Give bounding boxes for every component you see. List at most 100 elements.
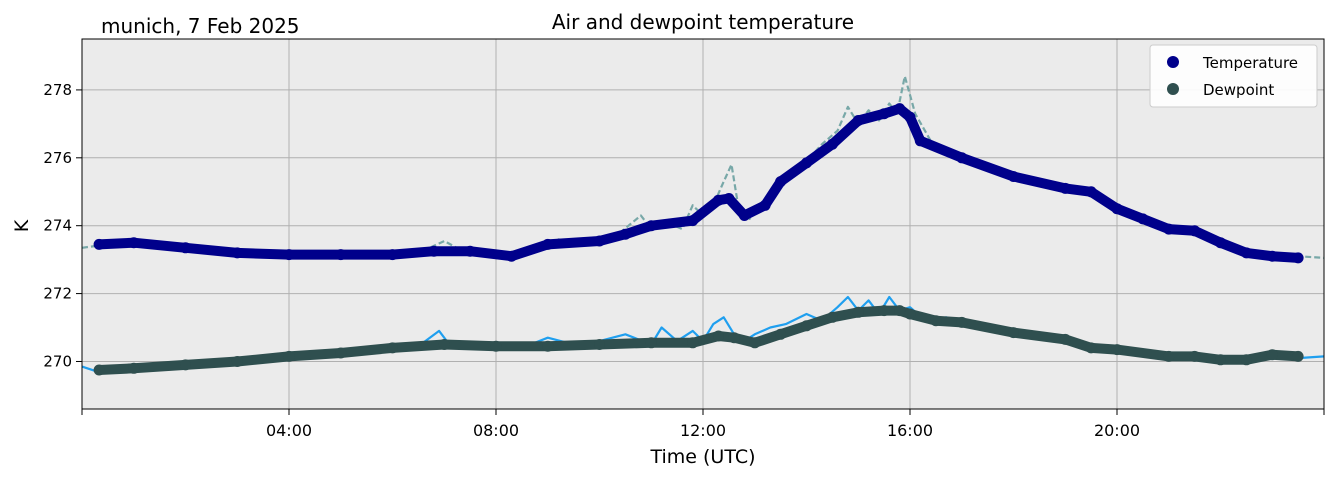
dewpoint-point — [93, 364, 105, 376]
y-tick-label: 278 — [43, 81, 72, 99]
dewpoint-point — [1008, 327, 1019, 339]
temperature-point — [506, 250, 517, 262]
temperature-point — [335, 249, 347, 261]
x-axis-label: Time (UTC) — [649, 446, 755, 468]
dewpoint-point — [801, 320, 812, 332]
dewpoint-point — [1163, 350, 1175, 362]
dewpoint-point — [1111, 344, 1123, 356]
temperature-point — [645, 220, 657, 232]
temperature-point — [1137, 213, 1149, 225]
dewpoint-point — [775, 328, 787, 340]
dewpoint-point — [542, 340, 554, 352]
temperature-point — [1240, 247, 1252, 259]
temperature-point — [914, 135, 926, 147]
x-tick-label: 20:00 — [1094, 421, 1140, 440]
y-tick-label: 272 — [43, 285, 72, 303]
dewpoint-point — [1240, 354, 1252, 366]
dewpoint-point — [728, 332, 740, 344]
dewpoint-point — [1189, 350, 1201, 362]
legend: Temperature Dewpoint — [1149, 44, 1318, 108]
y-tick-label: 270 — [43, 352, 72, 370]
dewpoint-point — [438, 339, 450, 350]
temperature-point — [619, 228, 631, 240]
dewpoint-point — [749, 337, 761, 349]
dewpoint-point — [490, 340, 502, 352]
x-tick-label: 16:00 — [887, 421, 933, 440]
temperature-point — [128, 237, 140, 249]
temperature-point — [1008, 171, 1019, 182]
temperature-point — [775, 176, 787, 188]
dewpoint-point — [387, 342, 398, 354]
dewpoint-point — [852, 306, 864, 318]
temperature-point — [464, 245, 476, 257]
temperature-point — [428, 245, 440, 257]
legend-label-temperature: Temperature — [1202, 54, 1298, 72]
temperature-point — [283, 249, 295, 261]
legend-label-dewpoint: Dewpoint — [1203, 81, 1274, 99]
dewpoint-point — [878, 305, 890, 317]
legend-marker-temperature — [1167, 56, 1179, 68]
y-tick-label: 274 — [43, 217, 72, 235]
x-tick-label: 12:00 — [680, 421, 726, 440]
series-temperature — [93, 103, 1304, 264]
temperature-point — [904, 111, 916, 123]
chart-subtitle: munich, 7 Feb 2025 — [101, 14, 300, 38]
series-layer — [81, 75, 1325, 376]
dewpoint-point — [594, 339, 605, 350]
dewpoint-point — [1292, 350, 1304, 362]
temperature-point — [1189, 225, 1201, 237]
temperature-point — [594, 235, 605, 247]
temperature-point — [723, 193, 735, 204]
temperature-point — [1292, 252, 1304, 264]
legend-marker-dewpoint — [1167, 83, 1179, 95]
dewpoint-point — [1059, 333, 1071, 345]
series-dewpoint — [93, 305, 1304, 376]
temperature-point — [1215, 237, 1226, 249]
temperature-point — [687, 215, 699, 227]
x-tick-label: 08:00 — [473, 421, 519, 440]
dewpoint-point — [283, 350, 295, 362]
temperature-point — [542, 238, 554, 250]
dewpoint-point — [1215, 354, 1226, 366]
dewpoint-point — [128, 362, 140, 374]
dewpoint-point — [231, 356, 243, 367]
y-axis-label: K — [11, 219, 33, 232]
temperature-point — [231, 247, 243, 259]
grid-lines — [82, 39, 1324, 409]
dewpoint-point — [904, 308, 916, 320]
dewpoint-point — [894, 305, 906, 317]
dewpoint-point — [713, 330, 724, 342]
dewpoint-point — [1085, 342, 1097, 354]
temperature-point — [852, 115, 864, 126]
dewpoint-point — [687, 337, 699, 349]
temperature-point — [1266, 250, 1278, 262]
legend-box — [1149, 44, 1318, 108]
y-axis-ticks: 270 272 274 276 278 — [43, 81, 82, 370]
dewpoint-point — [956, 316, 968, 328]
temperature-point — [180, 242, 191, 254]
dewpoint-point — [826, 311, 838, 323]
temperature-point — [801, 157, 812, 169]
temperature-point — [387, 249, 398, 261]
temperature-point — [1111, 203, 1123, 215]
x-axis-ticks: 04:00 08:00 12:00 16:00 20:00 — [81, 409, 1325, 440]
x-tick-label: 04:00 — [266, 421, 312, 440]
temperature-point — [713, 194, 724, 206]
temperature-point — [894, 103, 906, 115]
temperature-point — [1059, 182, 1071, 194]
dewpoint-point — [645, 337, 657, 349]
dewpoint-point — [930, 315, 942, 327]
y-tick-label: 276 — [43, 149, 72, 167]
chart-title: Air and dewpoint temperature — [552, 10, 854, 34]
temperature-point — [1085, 186, 1097, 198]
dewpoint-point — [335, 347, 347, 359]
dewpoint-point — [180, 359, 191, 371]
temperature-point — [878, 108, 890, 120]
temperature-point — [759, 199, 771, 211]
temperature-point — [738, 210, 750, 221]
temperature-point — [826, 138, 838, 150]
temperature-point — [1163, 223, 1175, 235]
temperature-point — [956, 152, 968, 164]
temperature-point — [93, 238, 105, 250]
